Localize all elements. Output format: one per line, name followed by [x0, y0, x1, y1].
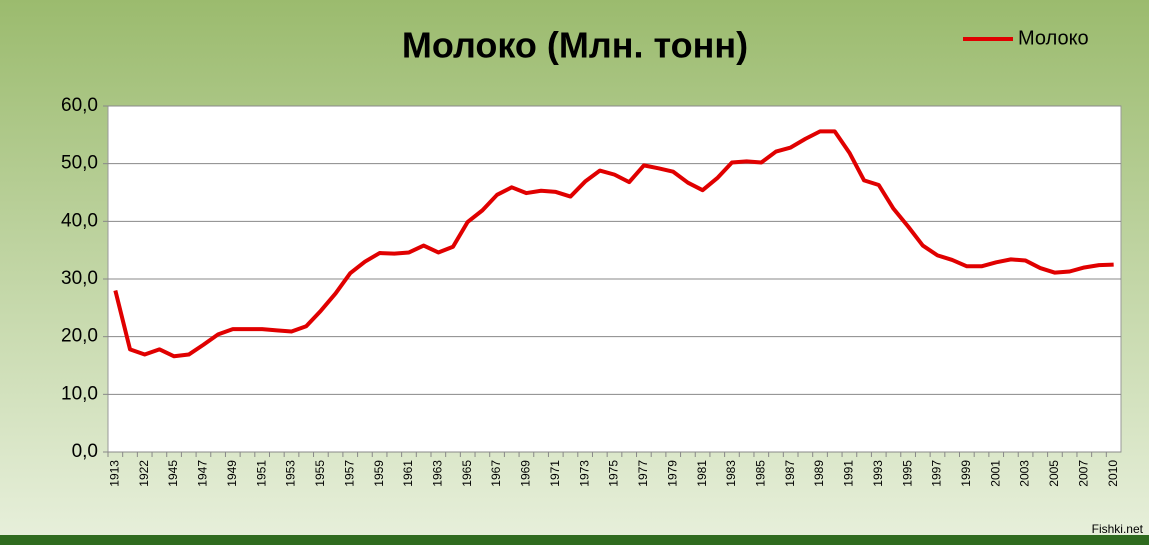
x-tick-label: 1991: [842, 460, 856, 487]
x-tick-label: 1999: [959, 460, 973, 487]
x-tick-label: 1957: [342, 460, 356, 487]
bottom-strip: [0, 535, 1149, 545]
x-tick-label: 1963: [430, 460, 444, 487]
x-tick-label: 1965: [460, 460, 474, 487]
watermark: Fishki.net: [1092, 522, 1144, 536]
x-tick-label: 1953: [284, 460, 298, 487]
x-tick-label: 1955: [313, 460, 327, 487]
x-tick-label: 2007: [1076, 460, 1090, 487]
y-tick-label: 40,0: [61, 210, 98, 231]
x-tick-label: 1979: [665, 460, 679, 487]
x-tick-label: 1971: [548, 460, 562, 487]
x-tick-label: 1993: [871, 460, 885, 487]
series-line: [113, 129, 1114, 359]
x-tick-label: 1949: [225, 460, 239, 487]
x-tick-label: 1987: [783, 460, 797, 487]
x-tick-label: 1913: [108, 460, 122, 487]
x-tick-label: 1922: [137, 460, 151, 487]
x-tick-label: 1951: [254, 460, 268, 487]
x-tick-label: 1989: [812, 460, 826, 487]
x-tick-label: 1961: [401, 460, 415, 487]
y-tick-label: 30,0: [61, 268, 98, 289]
x-tick-label: 1945: [166, 460, 180, 487]
x-tick-label: 1969: [519, 460, 533, 487]
y-tick-label: 20,0: [61, 326, 98, 347]
y-tick-label: 10,0: [61, 383, 98, 404]
y-tick-label: 50,0: [61, 153, 98, 174]
x-tick-label: 1997: [930, 460, 944, 487]
x-tick-label: 2001: [988, 460, 1002, 487]
x-tick-label: 1959: [372, 460, 386, 487]
x-tick-label: 1947: [196, 460, 210, 487]
x-tick-label: 1977: [636, 460, 650, 487]
x-tick-label: 2003: [1018, 460, 1032, 487]
x-tick-label: 1995: [900, 460, 914, 487]
x-tick-label: 2010: [1106, 460, 1120, 487]
y-tick-label: 60,0: [61, 95, 98, 116]
x-tick-label: 1975: [607, 460, 621, 487]
x-tick-label: 1981: [695, 460, 709, 487]
x-tick-label: 1983: [724, 460, 738, 487]
x-tick-label: 1973: [577, 460, 591, 487]
x-tick-label: 1985: [753, 460, 767, 487]
x-tick-label: 2005: [1047, 460, 1061, 487]
x-tick-label: 1967: [489, 460, 503, 487]
legend-label: Молоко: [1018, 27, 1089, 49]
y-tick-label: 0,0: [72, 441, 98, 462]
chart-title: Молоко (Млн. тонн): [402, 25, 748, 66]
